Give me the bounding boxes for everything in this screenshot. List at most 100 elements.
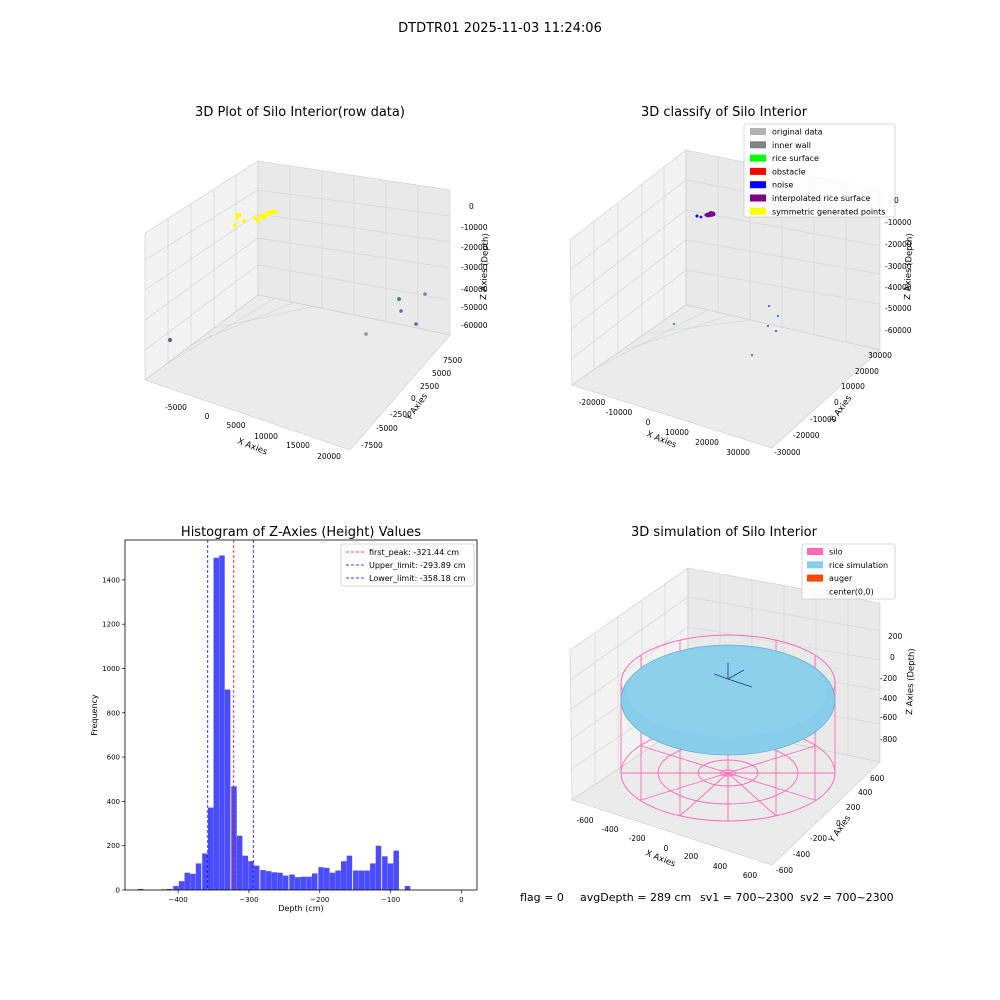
x-tick-label: 5000 xyxy=(226,421,245,430)
panel4-z-ticks: 200 0 -200 -400 -600 -800 xyxy=(880,632,903,744)
y-tick-label: 0 xyxy=(834,398,839,407)
panel1-floor xyxy=(144,294,451,451)
panel2-axes-box xyxy=(569,149,881,449)
y-tick-label: 0 xyxy=(411,394,416,403)
x-tick-label: -600 xyxy=(576,816,593,825)
panel2-grid xyxy=(569,157,881,368)
y-tick-label: 200 xyxy=(107,842,120,850)
status-sv1: sv1 = 700~2300 xyxy=(700,891,794,904)
histogram-bar xyxy=(358,870,365,890)
panel1-z-ticks: 0 -10000 -20000 -30000 -40000 -50000 -60… xyxy=(461,202,488,330)
histogram-bar xyxy=(282,875,289,890)
y-tick-label: 600 xyxy=(870,774,885,783)
x-tick-label: -5000 xyxy=(165,403,187,412)
histogram-bar xyxy=(289,874,295,890)
z-tick-label: -40000 xyxy=(885,283,912,292)
x-tick-label: −300 xyxy=(239,896,258,904)
panel4-legend: silo rice simulation auger center(0,0) xyxy=(801,543,896,600)
legend-items: first_peak: -321.44 cm Upper_limit: -293.… xyxy=(346,548,466,583)
x-tick-label: 600 xyxy=(743,871,758,880)
x-tick-label: 20000 xyxy=(317,452,341,461)
point xyxy=(673,323,675,325)
z-tick-label: -20000 xyxy=(885,240,912,249)
x-tick-label: 0 xyxy=(205,412,210,421)
histogram-bar xyxy=(404,886,411,890)
point xyxy=(261,214,267,220)
legend-label: Upper_limit: -293.89 cm xyxy=(369,561,466,570)
point xyxy=(767,325,769,327)
histogram-bar xyxy=(364,870,370,890)
panel2-z-label: Z Axies (Depth) xyxy=(903,233,915,300)
z-tick-label: -800 xyxy=(880,735,897,744)
y-tick-label: 400 xyxy=(858,788,873,797)
histogram-bar xyxy=(271,872,278,890)
panel2-y-label: Y Axies xyxy=(828,393,855,425)
histogram-bar xyxy=(236,835,243,890)
auger-lines xyxy=(713,663,753,688)
histogram-bar xyxy=(213,557,220,890)
histogram-bar xyxy=(294,877,301,890)
z-tick-label: -60000 xyxy=(885,326,912,335)
histogram-bar xyxy=(184,872,191,890)
y-tick-label: -7500 xyxy=(361,441,383,450)
z-tick-label: -10000 xyxy=(461,223,488,232)
z-tick-label: -400 xyxy=(880,694,897,703)
x-tick-label: −100 xyxy=(381,896,400,904)
legend-label: rice surface xyxy=(772,154,819,163)
legend-frame xyxy=(743,123,896,218)
histogram-bar xyxy=(335,870,341,890)
y-tick-label: -200 xyxy=(810,834,827,843)
x-tick-label: -10000 xyxy=(606,408,633,417)
y-tick-label: 2500 xyxy=(420,382,439,391)
point xyxy=(775,330,777,332)
y-tick-label: 1200 xyxy=(102,621,120,629)
legend-swatch xyxy=(750,167,766,175)
legend-swatch xyxy=(750,181,766,189)
y-tick-label: -600 xyxy=(776,866,793,875)
panel-raw-data: 3D Plot of Silo Interior(row data) xyxy=(144,105,491,461)
histogram-bar xyxy=(224,689,231,890)
z-tick-label: -30000 xyxy=(885,262,912,271)
status-avg-depth: avgDepth = 289 cm xyxy=(580,891,691,904)
legend-label: first_peak: -321.44 cm xyxy=(369,548,459,557)
panel-histogram: Histogram of Z-Axies (Height) Values −40… xyxy=(90,525,478,913)
x-tick-label: 20000 xyxy=(695,438,719,447)
histogram-y-ticks: 0 200 400 600 800 1000 1200 1400 xyxy=(102,576,125,895)
panel1-z-label: Z Axies (Depth) xyxy=(479,233,491,300)
point xyxy=(272,209,278,215)
legend-label: auger xyxy=(829,574,853,583)
x-tick-label: 0 xyxy=(459,896,463,904)
figure-suptitle: DTDTR01 2025-11-03 11:24:06 xyxy=(398,21,602,36)
panel1-points xyxy=(168,209,427,342)
histogram-bar xyxy=(173,886,179,890)
legend-items: silo rice simulation auger center(0,0) xyxy=(807,548,888,596)
point xyxy=(364,332,368,336)
point xyxy=(242,219,246,223)
histogram-bar xyxy=(219,555,225,890)
z-tick-label: 200 xyxy=(888,632,903,641)
x-tick-label: 30000 xyxy=(726,448,750,457)
panel2-x-ticks: -20000 -10000 0 10000 20000 30000 xyxy=(579,398,750,457)
legend-label: silo xyxy=(829,548,843,557)
point xyxy=(695,214,699,218)
x-tick-label: 0 xyxy=(646,418,651,427)
panel4-floor xyxy=(571,721,881,866)
rice-surface-top xyxy=(627,647,827,737)
x-tick-label: 15000 xyxy=(286,441,310,450)
histogram-bar xyxy=(324,867,330,890)
y-tick-label: 10000 xyxy=(841,382,865,391)
point xyxy=(399,309,403,313)
legend-label: rice simulation xyxy=(829,561,888,570)
histogram-bar xyxy=(311,873,318,890)
legend-swatch xyxy=(750,128,766,135)
point xyxy=(233,223,237,227)
legend-swatch xyxy=(750,154,766,162)
panel1-y-label: Y Axies xyxy=(404,391,431,423)
silo-bottom-spokes xyxy=(621,745,835,821)
histogram-bar xyxy=(265,871,272,890)
z-tick-label: -10000 xyxy=(885,218,912,227)
x-tick-label: 0 xyxy=(664,844,669,853)
panel2-y-ticks: -30000 -20000 -10000 0 10000 20000 30000 xyxy=(774,351,892,457)
y-tick-label: -2500 xyxy=(390,410,412,419)
x-tick-label: −200 xyxy=(310,896,329,904)
